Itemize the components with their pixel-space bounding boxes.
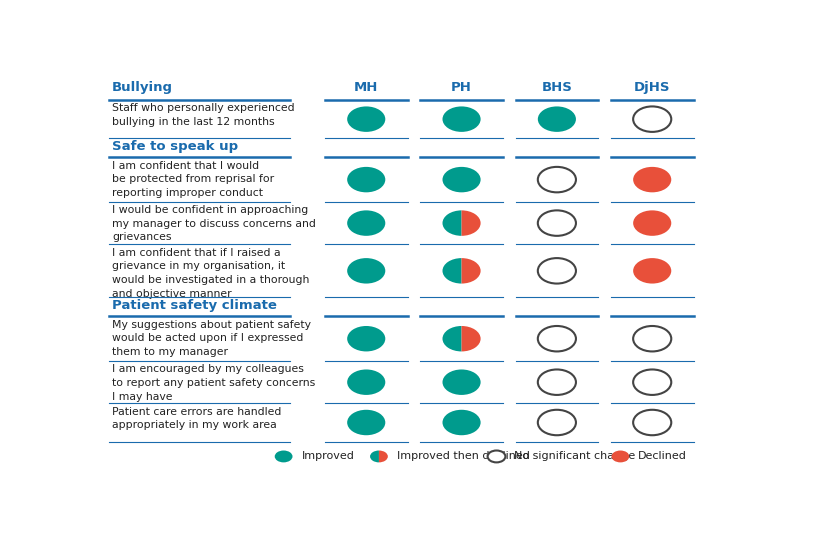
Text: BHS: BHS [541, 81, 572, 94]
Wedge shape [378, 451, 387, 462]
Circle shape [346, 210, 385, 236]
Circle shape [632, 167, 671, 192]
Text: I am confident that if I raised a
grievance in my organisation, it
would be inve: I am confident that if I raised a grieva… [112, 248, 309, 299]
Circle shape [346, 106, 385, 132]
Wedge shape [442, 326, 461, 352]
Text: I am confident that I would
be protected from reprisal for
reporting improper co: I am confident that I would be protected… [112, 161, 274, 198]
Circle shape [611, 451, 628, 462]
Circle shape [632, 370, 671, 395]
Wedge shape [461, 210, 480, 236]
Text: DjHS: DjHS [633, 81, 670, 94]
Circle shape [346, 167, 385, 192]
Circle shape [632, 106, 671, 132]
Circle shape [442, 370, 480, 395]
Text: Declined: Declined [637, 451, 686, 461]
Text: No significant change: No significant change [514, 451, 635, 461]
Circle shape [632, 410, 671, 435]
Text: Patient care errors are handled
appropriately in my work area: Patient care errors are handled appropri… [112, 407, 281, 430]
Circle shape [537, 210, 575, 236]
Text: Safe to speak up: Safe to speak up [112, 141, 238, 153]
Text: Bullying: Bullying [112, 81, 173, 94]
Circle shape [274, 451, 292, 462]
Circle shape [442, 410, 480, 435]
Text: Improved then declined: Improved then declined [396, 451, 529, 461]
Circle shape [632, 258, 671, 284]
Text: I am encouraged by my colleagues
to report any patient safety concerns
I may hav: I am encouraged by my colleagues to repo… [112, 364, 314, 402]
Wedge shape [461, 326, 480, 352]
Circle shape [346, 410, 385, 435]
Circle shape [632, 326, 671, 352]
Circle shape [537, 167, 575, 192]
Circle shape [537, 410, 575, 435]
Circle shape [537, 326, 575, 352]
Wedge shape [369, 451, 378, 462]
Circle shape [537, 106, 575, 132]
Text: Improved: Improved [301, 451, 354, 461]
Wedge shape [442, 210, 461, 236]
Circle shape [442, 106, 480, 132]
Wedge shape [442, 258, 461, 284]
Circle shape [537, 258, 575, 284]
Text: I would be confident in approaching
my manager to discuss concerns and
grievance: I would be confident in approaching my m… [112, 206, 315, 242]
Circle shape [537, 370, 575, 395]
Wedge shape [461, 258, 480, 284]
Circle shape [346, 326, 385, 352]
Circle shape [442, 167, 480, 192]
Text: MH: MH [354, 81, 378, 94]
Text: My suggestions about patient safety
would be acted upon if I expressed
them to m: My suggestions about patient safety woul… [112, 320, 310, 357]
Circle shape [487, 451, 505, 462]
Text: PH: PH [450, 81, 472, 94]
Text: Staff who personally experienced
bullying in the last 12 months: Staff who personally experienced bullyin… [112, 104, 294, 127]
Text: Patient safety climate: Patient safety climate [112, 300, 277, 312]
Circle shape [632, 210, 671, 236]
Circle shape [346, 370, 385, 395]
Circle shape [346, 258, 385, 284]
